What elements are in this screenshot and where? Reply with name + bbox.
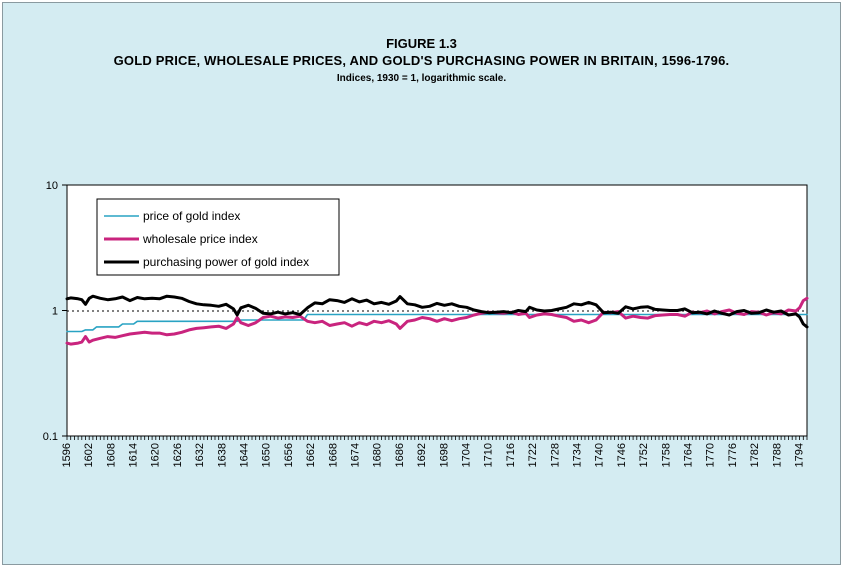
x-tick-label: 1764 [683,443,695,467]
legend-label: price of gold index [143,209,240,223]
x-tick-label: 1668 [327,443,339,467]
chart-subtitle: GOLD PRICE, WHOLESALE PRICES, AND GOLD'S… [113,53,730,68]
x-tick-label: 1722 [527,443,539,467]
series-line-3 [65,294,809,329]
x-tick-label: 1692 [416,443,428,467]
x-tick-label: 1662 [305,443,317,467]
x-tick-label: 1776 [727,443,739,467]
x-tick-label: 1674 [350,443,362,467]
x-tick-label: 1758 [660,443,672,467]
chart-title: FIGURE 1.3 [386,36,457,51]
x-tick-label: 1734 [572,443,584,467]
series-line-1 [66,313,808,333]
y-tick-label: 10 [46,180,58,192]
x-tick-label: 1650 [261,443,273,467]
x-tick-label: 1626 [172,443,184,467]
x-tick-label: 1746 [616,443,628,467]
legend-label: purchasing power of gold index [143,255,309,269]
x-tick-label: 1728 [549,443,561,467]
x-tick-label: 1740 [594,443,606,467]
x-tick-label: 1638 [216,443,228,467]
x-tick-label: 1608 [105,443,117,467]
x-tick-label: 1632 [194,443,206,467]
series-lines [65,294,809,346]
x-tick-label: 1686 [394,443,406,467]
series-line-2 [65,296,809,346]
x-tick-label: 1752 [638,443,650,467]
x-tick-label: 1620 [150,443,162,467]
x-tick-label: 1716 [505,443,517,467]
x-tick-label: 1602 [83,443,95,467]
x-tick-label: 1614 [128,443,140,467]
x-tick-label: 1782 [749,443,761,467]
x-tick-label: 1698 [438,443,450,467]
x-axis: 1596 1602 1608 1614 1620 1626 1632 1638 1644 1650… [61,436,808,467]
x-tick-label: 1596 [61,443,73,467]
x-tick-label: 1770 [705,443,717,467]
x-tick-label: 1656 [283,443,295,467]
legend: price of gold index wholesale price index… [96,198,340,276]
x-tick-label: 1680 [372,443,384,467]
x-tick-label: 1710 [483,443,495,467]
x-tick-label: 1644 [239,443,251,467]
legend-label: wholesale price index [142,232,258,246]
x-tick-label: 1794 [794,443,806,467]
y-axis: 10 1 0.1 [43,180,67,443]
x-tick-label: 1704 [461,443,473,467]
y-tick-label: 1 [52,306,58,318]
y-tick-label: 0.1 [43,431,58,443]
x-tick-label: 1788 [771,443,783,467]
chart-note: Indices, 1930 = 1, logarithmic scale. [336,73,507,84]
